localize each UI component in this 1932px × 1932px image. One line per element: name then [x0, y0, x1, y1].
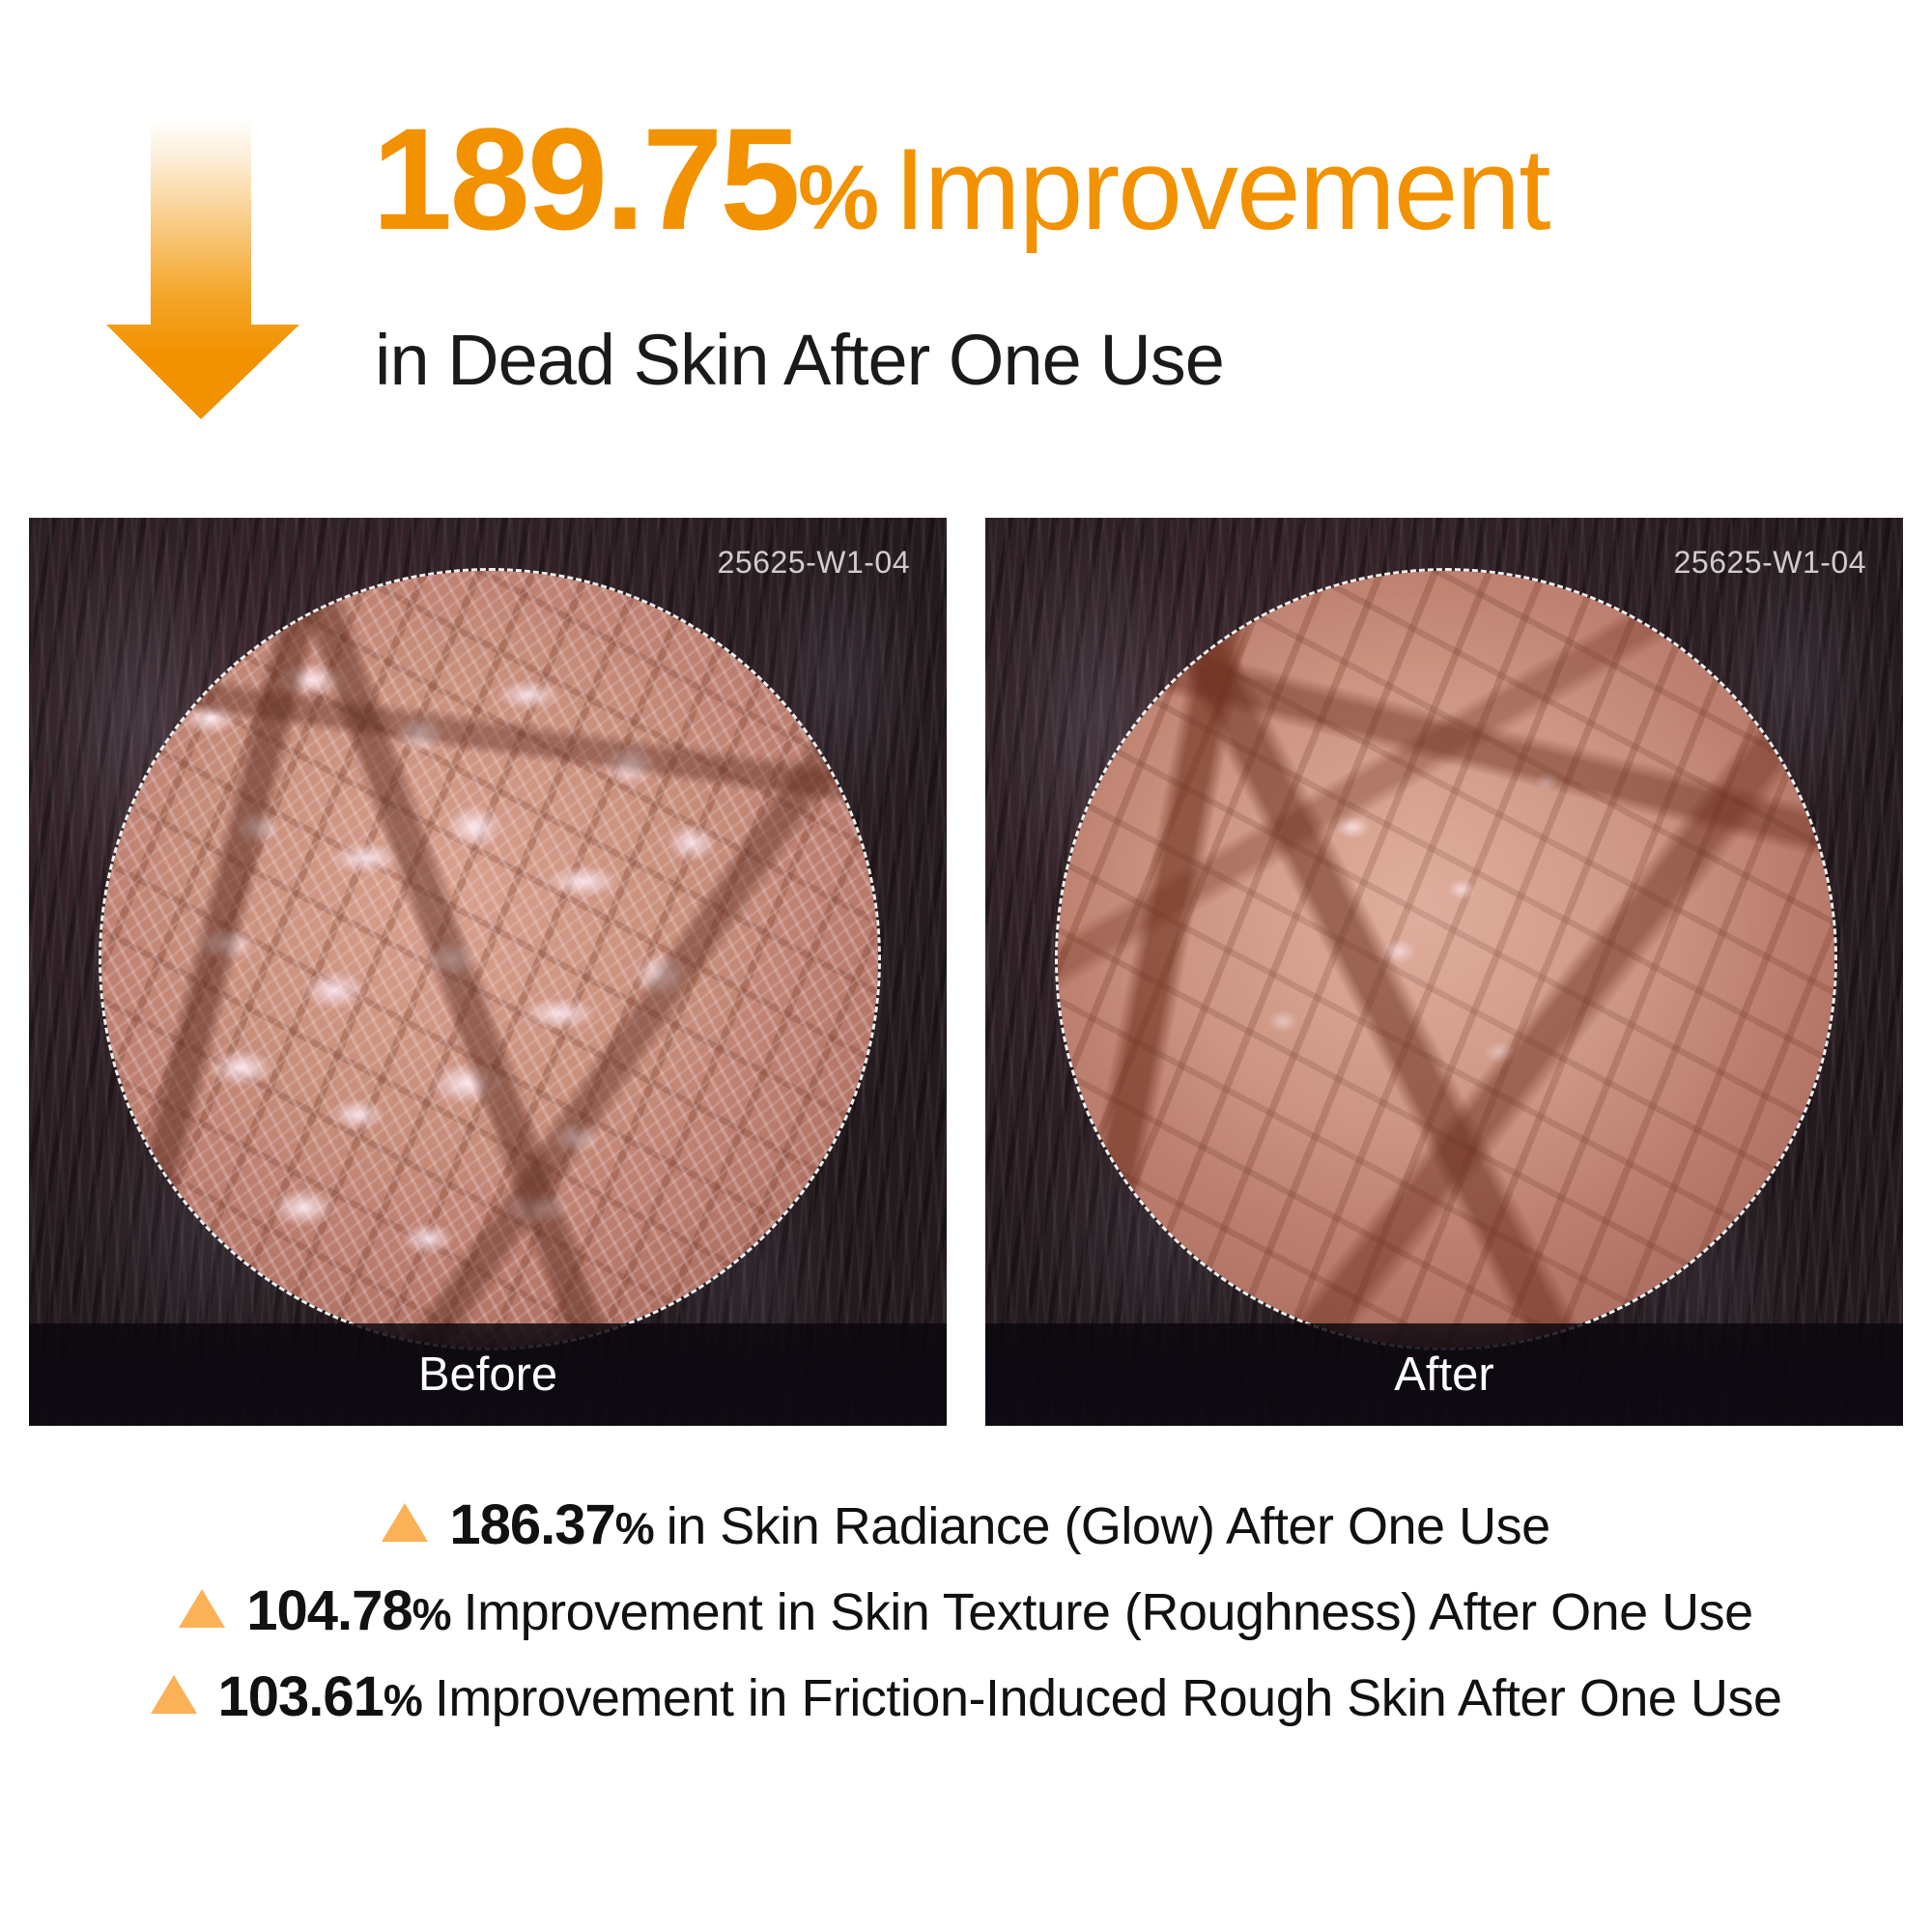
stat-description: in Skin Radiance (Glow) After One Use [666, 1497, 1550, 1555]
stat-row: 104.78% Improvement in Skin Texture (Rou… [0, 1578, 1932, 1643]
after-footer-bar: After [985, 1323, 1903, 1426]
after-label: After [1394, 1349, 1494, 1401]
headline-word: Improvement [894, 125, 1550, 254]
stat-percent-sign: % [412, 1589, 452, 1639]
before-image-panel: 25625-W1-04 Before [29, 518, 947, 1426]
before-skin-furrows [101, 571, 878, 1348]
headline-percent-sign: % [797, 147, 879, 249]
headline-number: 189.75 [372, 98, 801, 260]
before-label: Before [417, 1349, 558, 1401]
after-image-panel: 25625-W1-04 After [985, 518, 1903, 1426]
stat-value: 104.78 [246, 1579, 412, 1642]
triangle-up-icon [150, 1675, 197, 1714]
stat-row: 186.37% in Skin Radiance (Glow) After On… [0, 1492, 1932, 1557]
stat-row: 103.61% Improvement in Friction-Induced … [0, 1664, 1932, 1729]
after-sample-id: 25625-W1-04 [1673, 545, 1866, 580]
before-footer-bar: Before [29, 1323, 947, 1426]
page-subtitle: in Dead Skin After One Use [375, 320, 1225, 400]
stat-description: Improvement in Skin Texture (Roughness) … [463, 1583, 1754, 1641]
after-skin-furrows [1058, 571, 1834, 1348]
stats-list: 186.37% in Skin Radiance (Glow) After On… [0, 1492, 1932, 1750]
stat-value: 186.37 [449, 1493, 615, 1556]
stat-description: Improvement in Friction-Induced Rough Sk… [434, 1669, 1782, 1727]
header-banner: 189.75% Improvement in Dead Skin After On… [0, 0, 1932, 454]
before-after-comparison: 25625-W1-04 Before 25625-W1-04 After [0, 518, 1932, 1426]
stat-percent-sign: % [614, 1503, 655, 1553]
after-magnified-circle [1055, 568, 1837, 1350]
down-arrow-icon [106, 118, 299, 419]
stat-percent-sign: % [383, 1675, 423, 1725]
before-sample-id: 25625-W1-04 [717, 545, 910, 580]
triangle-up-icon [179, 1589, 226, 1628]
triangle-up-icon [382, 1503, 429, 1542]
stat-value: 103.61 [217, 1665, 384, 1728]
before-magnified-circle [99, 568, 881, 1350]
page-title: 189.75% Improvement [372, 106, 1908, 256]
